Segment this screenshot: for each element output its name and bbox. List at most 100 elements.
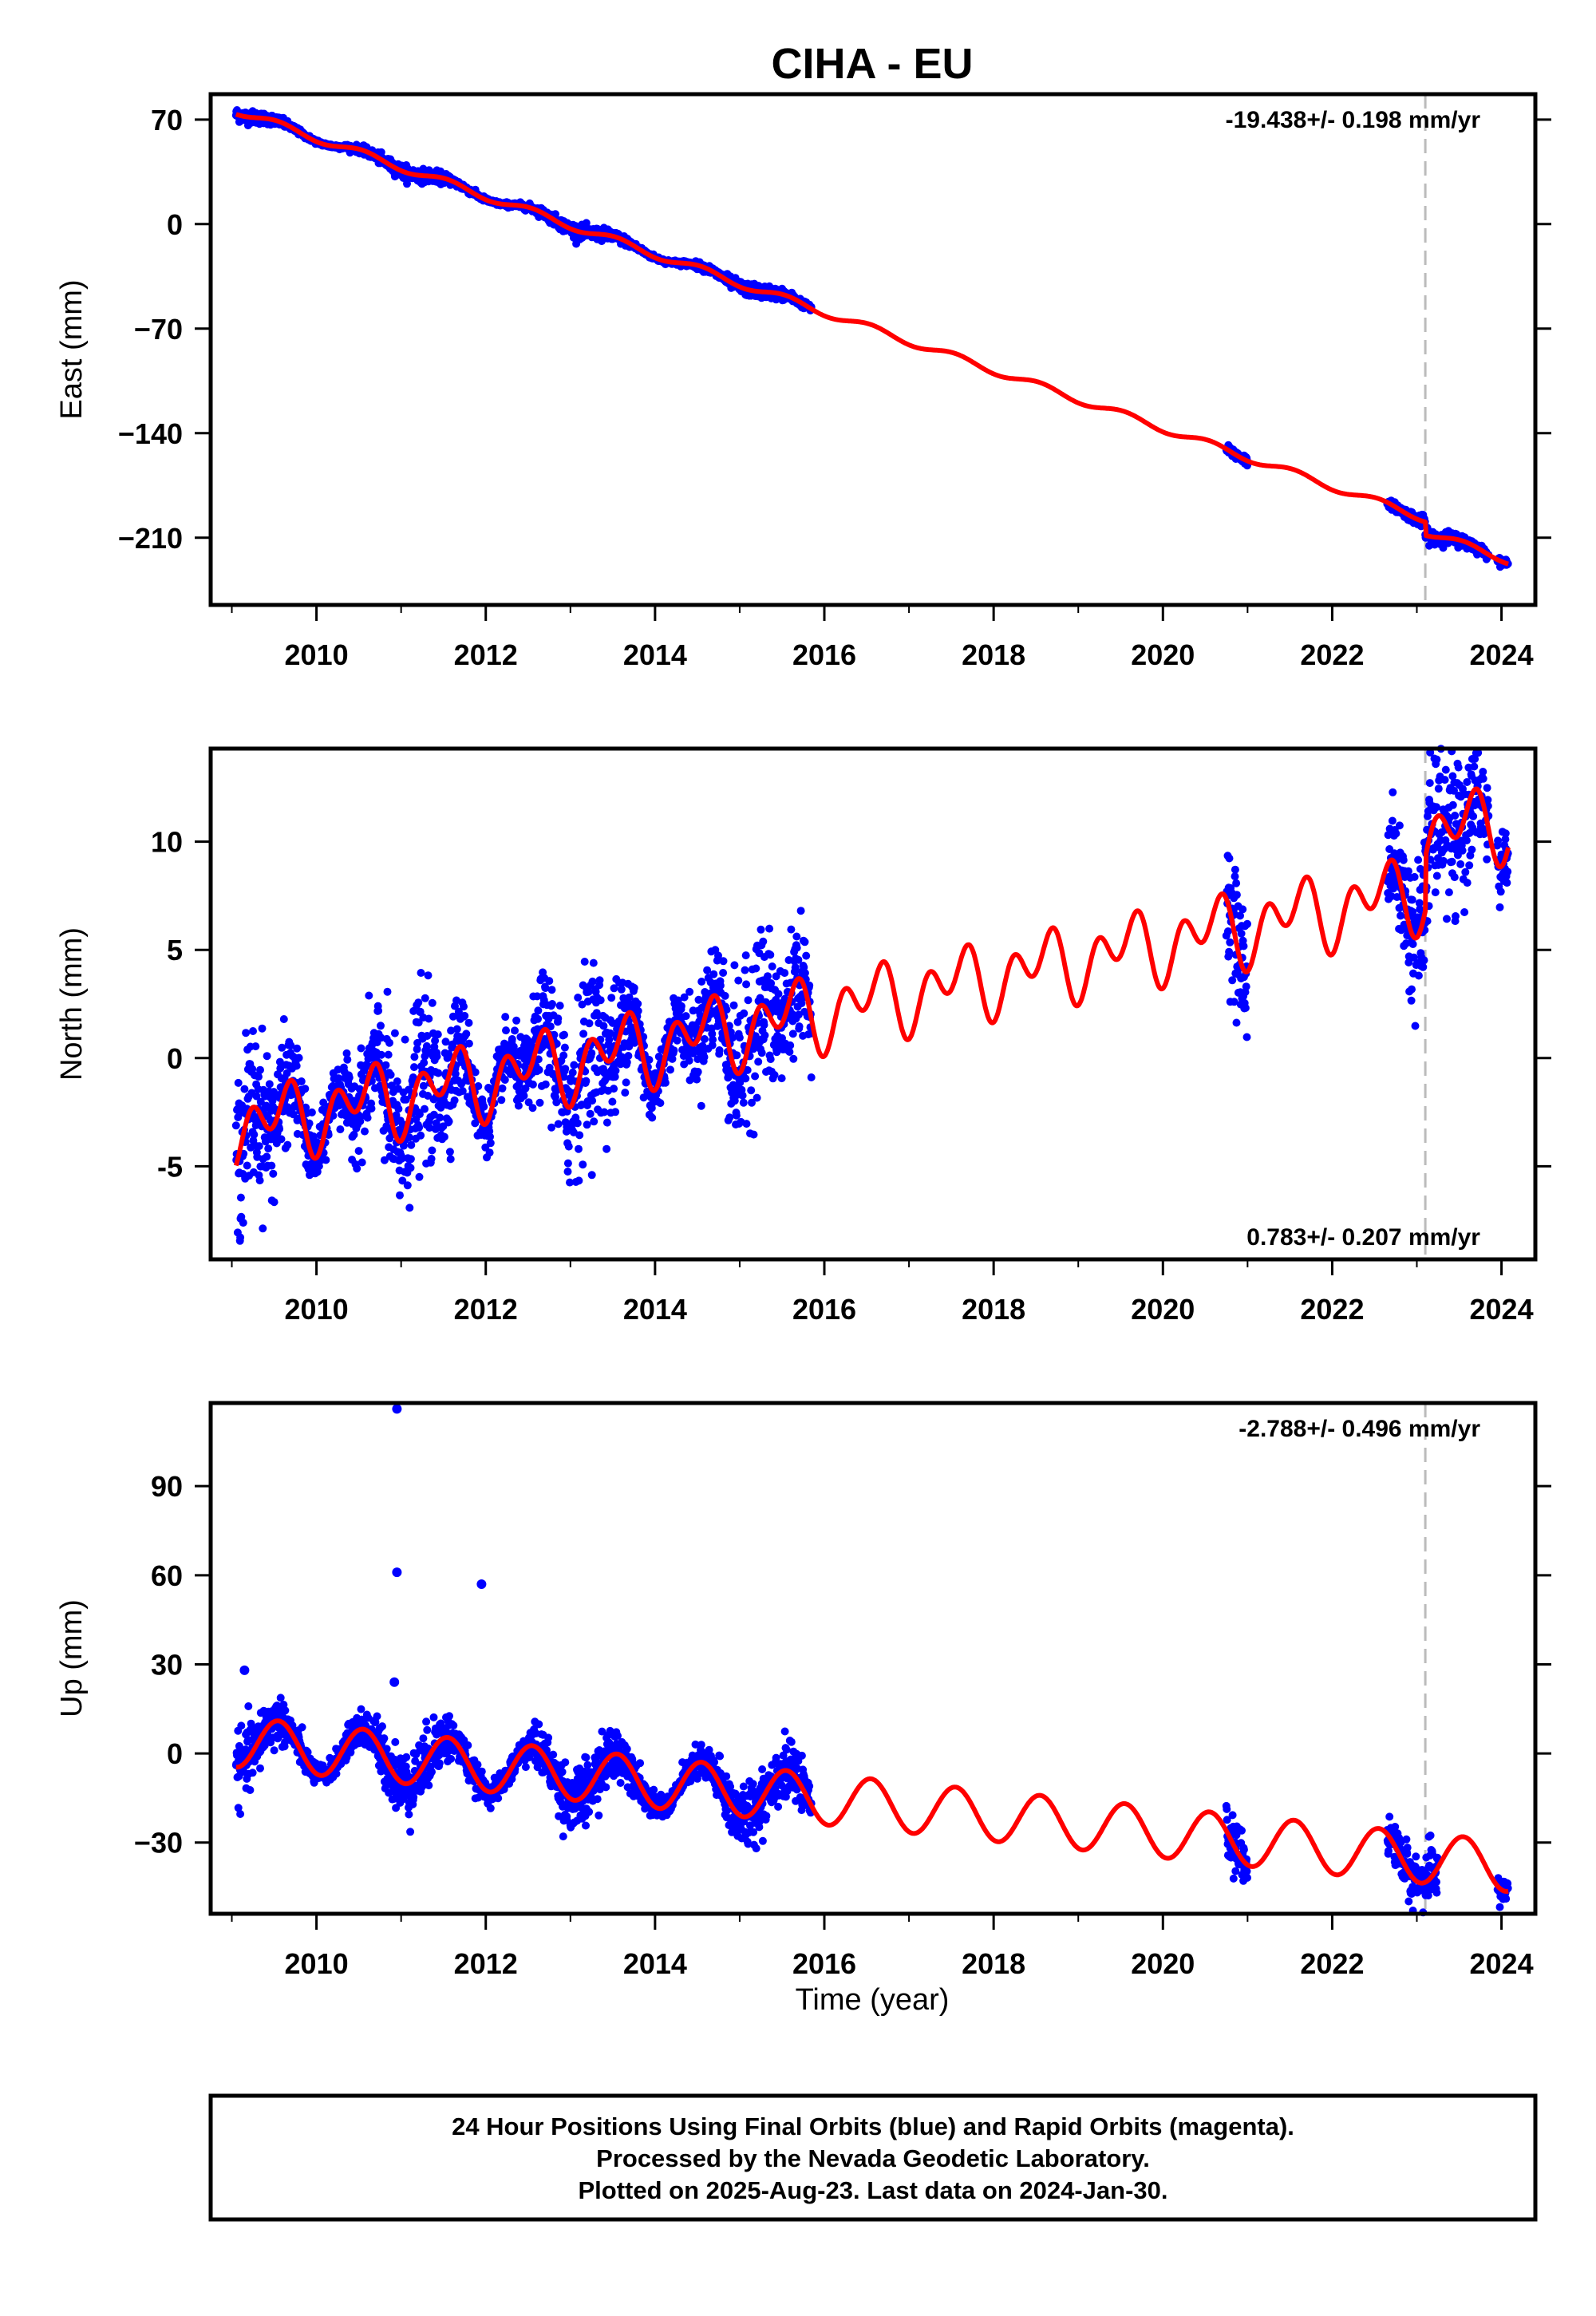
rate-label-north: 0.783+/- 0.207 mm/yr <box>1246 1224 1480 1251</box>
data-point <box>770 1071 779 1079</box>
data-point <box>246 1786 255 1794</box>
data-point <box>508 1035 516 1043</box>
data-point <box>735 1034 744 1042</box>
data-point <box>249 1027 257 1035</box>
data-point <box>384 1050 393 1059</box>
data-point <box>358 1158 366 1167</box>
data-point <box>575 1144 583 1153</box>
data-point <box>1495 903 1504 911</box>
panels: 2010 2012 2014 2016 2018 2020 2022 2024700−70−1… <box>55 92 1551 1980</box>
x-tick-label: 2020 <box>1131 638 1195 671</box>
data-point <box>264 1144 273 1153</box>
data-point <box>1243 919 1251 928</box>
data-point <box>405 1203 414 1212</box>
data-point <box>757 925 765 934</box>
data-point <box>1443 915 1451 923</box>
data-point <box>464 1018 473 1027</box>
data-point <box>534 1006 543 1015</box>
data-point <box>244 1702 253 1710</box>
data-point <box>583 1120 591 1129</box>
data-point <box>590 1117 598 1126</box>
data-point <box>742 980 751 989</box>
data-point <box>427 1155 436 1163</box>
data-point <box>231 1121 240 1130</box>
data-point <box>255 1176 264 1185</box>
data-point <box>789 1054 798 1063</box>
data-point <box>545 977 554 986</box>
data-point <box>568 1068 577 1077</box>
data-point <box>417 969 425 977</box>
data-point <box>236 1233 245 1242</box>
data-point <box>1223 927 1232 935</box>
data-point <box>579 1030 588 1038</box>
data-point <box>512 1016 521 1025</box>
data-point <box>1432 871 1441 880</box>
data-point <box>239 1219 247 1227</box>
data-point <box>500 1076 509 1084</box>
data-point <box>497 1096 506 1105</box>
data-point <box>511 1026 519 1035</box>
data-point <box>259 1224 267 1233</box>
data-point <box>1450 873 1459 882</box>
data-point <box>741 951 750 960</box>
data-point <box>563 1159 572 1168</box>
data-point <box>276 1694 285 1702</box>
data-point <box>440 1132 448 1141</box>
data-point <box>367 1105 376 1113</box>
data-point <box>393 1077 401 1085</box>
data-point <box>765 924 774 933</box>
data-point <box>270 1746 279 1755</box>
data-point <box>685 1057 693 1065</box>
data-point <box>1408 895 1416 904</box>
rate-label-east: -19.438+/- 0.198 mm/yr <box>1226 107 1481 133</box>
data-point <box>634 1006 642 1015</box>
data-point <box>780 969 789 978</box>
data-point <box>357 1705 365 1713</box>
data-point <box>498 1084 507 1093</box>
data-point <box>421 1105 429 1113</box>
data-point <box>575 1131 584 1140</box>
data-point <box>281 1706 290 1715</box>
data-point <box>760 1021 768 1030</box>
y-axis-label-north: North (mm) <box>55 927 89 1081</box>
data-point <box>361 1127 369 1136</box>
data-point <box>589 958 598 967</box>
data-point <box>800 938 809 947</box>
data-point <box>560 1030 568 1039</box>
data-point <box>1232 879 1241 887</box>
data-point <box>1496 887 1505 896</box>
panel-east: 2010 2012 2014 2016 2018 2020 2022 2024700−70−1… <box>55 92 1551 671</box>
data-point <box>301 1085 310 1093</box>
x-tick-label: 2018 <box>962 638 1025 671</box>
data-point <box>410 1053 419 1061</box>
data-point <box>700 1053 709 1061</box>
data-point <box>343 1055 352 1064</box>
x-tick-label: 2010 <box>285 1293 349 1326</box>
data-point <box>1389 788 1397 796</box>
data-point <box>1399 856 1408 864</box>
data-point <box>1460 908 1469 916</box>
data-point <box>415 1172 424 1181</box>
data-point <box>754 1057 763 1066</box>
data-point <box>1483 855 1491 864</box>
y-tick-label: 10 <box>151 826 183 859</box>
data-point <box>534 1014 542 1023</box>
data-point <box>402 1753 411 1761</box>
data-point <box>759 937 768 946</box>
data-point <box>377 148 385 156</box>
x-tick-label: 2016 <box>792 638 856 671</box>
data-point <box>1416 905 1424 914</box>
data-point <box>1465 861 1474 870</box>
data-point <box>1432 803 1440 812</box>
data-point <box>403 180 411 188</box>
data-point <box>588 977 597 986</box>
data-point <box>263 1052 271 1061</box>
data-point <box>751 1072 760 1081</box>
data-point <box>732 1111 741 1120</box>
x-tick-label: 2024 <box>1470 638 1534 671</box>
data-point <box>480 1102 488 1111</box>
data-point <box>390 1029 399 1037</box>
data-point <box>391 1737 400 1746</box>
data-point <box>406 1164 415 1172</box>
data-point <box>1456 860 1465 868</box>
